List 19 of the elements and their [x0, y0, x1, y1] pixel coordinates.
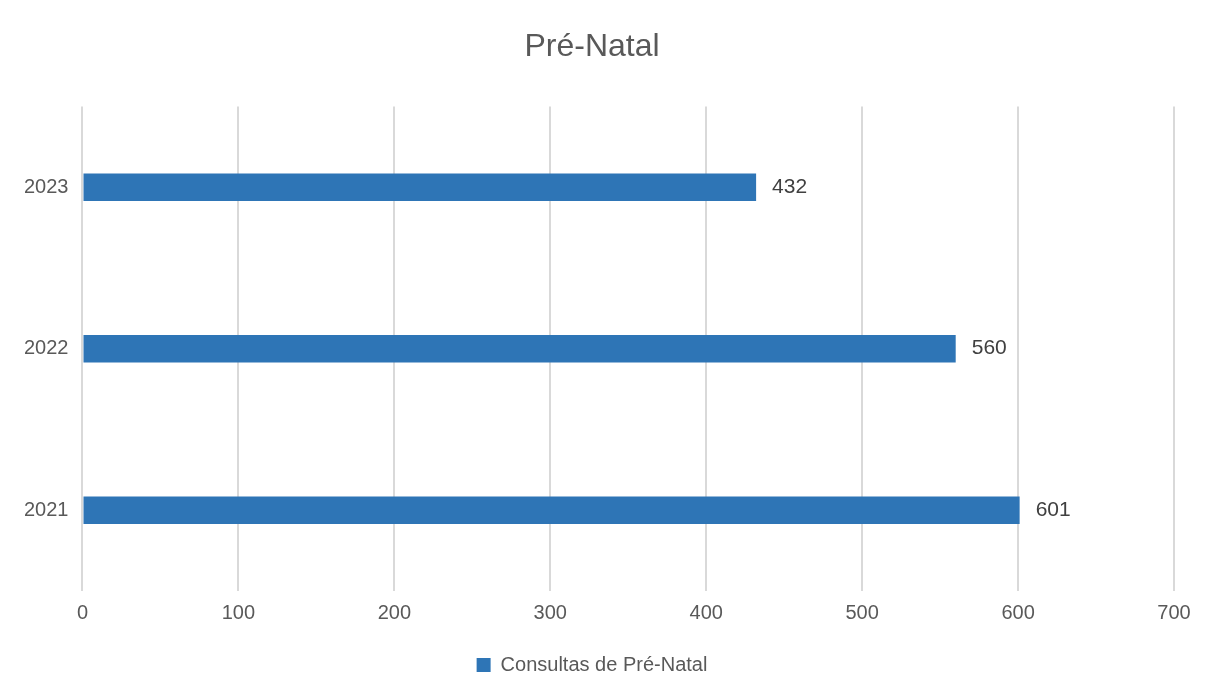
bar	[83, 496, 1020, 524]
data-label: 601	[1035, 497, 1071, 521]
bar	[83, 334, 956, 363]
y-tick-label: 2022	[23, 336, 69, 359]
x-tick-label: 600	[1001, 600, 1035, 623]
legend-label: Consultas de Pré-Natal	[500, 652, 708, 675]
y-tick-label: 2021	[23, 497, 69, 520]
x-tick-label: 0	[76, 600, 89, 623]
data-label: 432	[772, 173, 808, 197]
y-tick-label: 2023	[23, 174, 69, 197]
x-tick-label: 200	[377, 600, 412, 623]
bar	[83, 173, 757, 201]
x-tick-label: 300	[533, 600, 567, 623]
data-label: 560	[971, 335, 1007, 359]
x-tick-label: 400	[689, 600, 723, 623]
x-tick-label: 500	[845, 600, 879, 623]
x-tick-label: 100	[221, 600, 256, 623]
chart-title: Pré-Natal	[524, 27, 660, 64]
x-tick-label: 700	[1157, 600, 1191, 623]
